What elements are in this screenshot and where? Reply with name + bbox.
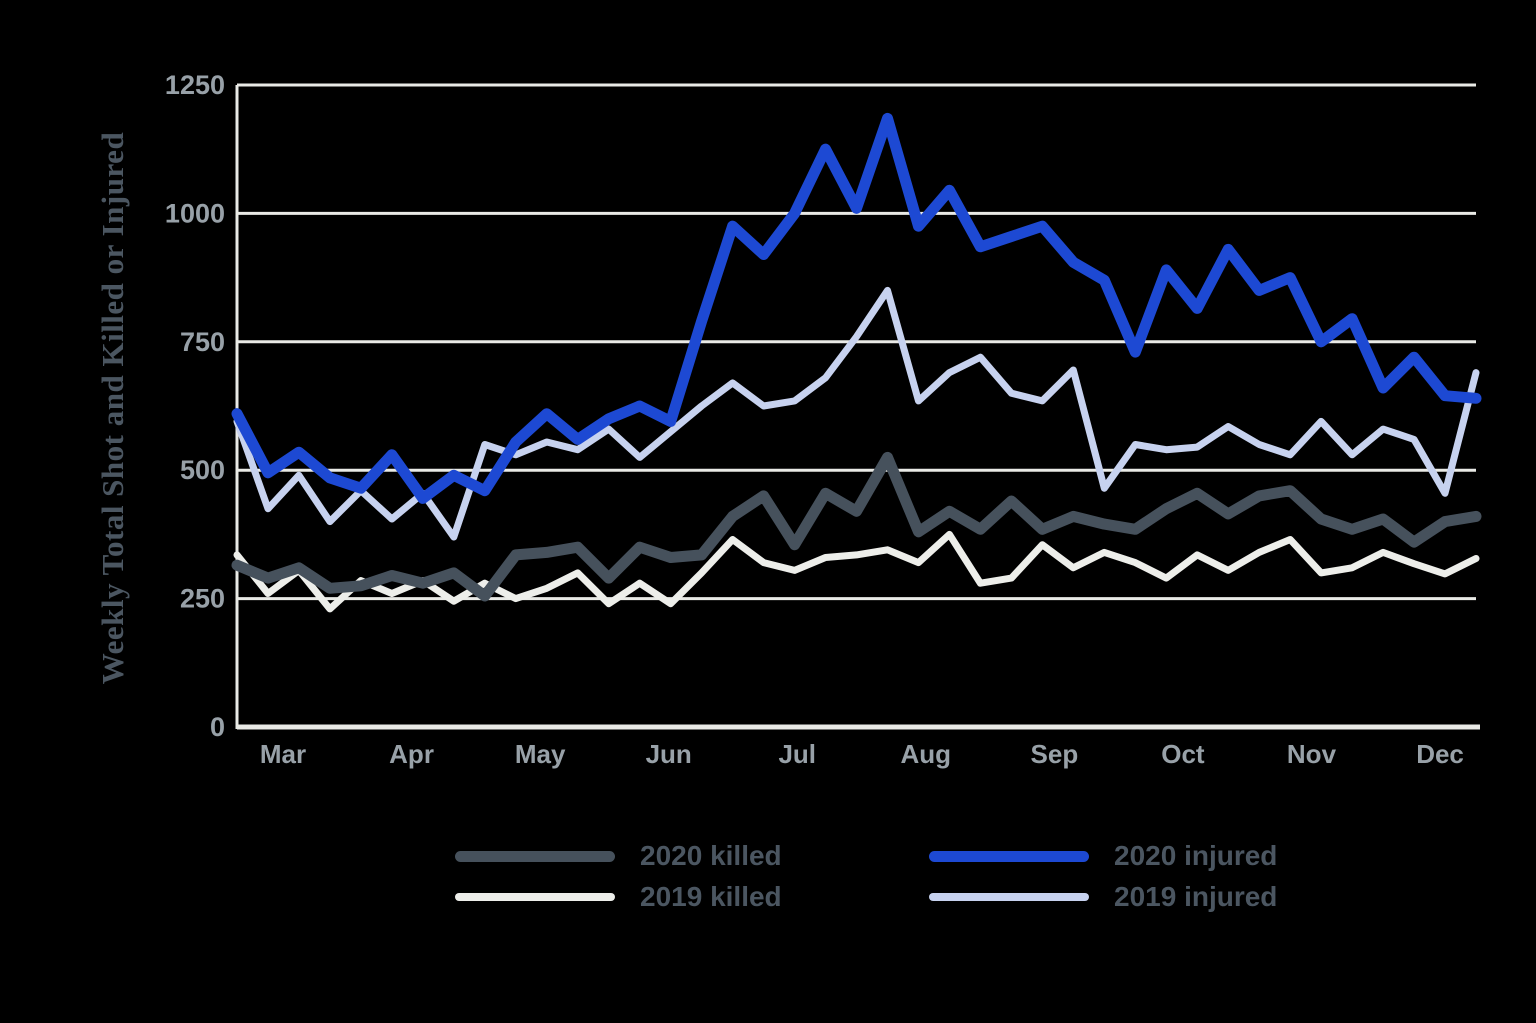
x-tick-label-Jul: Jul <box>778 739 816 769</box>
y-tick-label-0: 0 <box>210 712 225 742</box>
series-line-2019-injured <box>233 286 1480 541</box>
legend-swatch-2019-injured <box>929 893 1089 901</box>
x-tick-label-Mar: Mar <box>260 739 306 769</box>
legend-label-2019-injured: 2019 injured <box>1114 881 1278 912</box>
x-tick-label-Sep: Sep <box>1031 739 1079 769</box>
legend-label-2020-injured: 2020 injured <box>1114 840 1278 871</box>
legend: 2020 killed 2020 injured 2019 killed 201… <box>455 840 1277 913</box>
y-tick-label-250: 250 <box>180 584 225 614</box>
series-line-2019-killed <box>233 530 1480 613</box>
legend-label-2019-killed: 2019 killed <box>640 881 782 912</box>
x-tick-label-Apr: Apr <box>389 739 434 769</box>
x-tick-label-Jun: Jun <box>646 739 692 769</box>
legend-swatch-2020-killed <box>455 850 615 862</box>
legend-swatch-2020-injured <box>929 850 1089 862</box>
x-tick-label-May: May <box>515 739 566 769</box>
x-tick-label-Nov: Nov <box>1287 739 1337 769</box>
series-line-2020-injured <box>231 112 1482 504</box>
x-tick-label-Oct: Oct <box>1161 739 1205 769</box>
y-tick-label-750: 750 <box>180 327 225 357</box>
y-tick-label-1250: 1250 <box>165 70 225 100</box>
x-tick-label-Dec: Dec <box>1416 739 1464 769</box>
legend-swatch-2019-killed <box>455 893 615 901</box>
x-tick-label-Aug: Aug <box>901 739 952 769</box>
legend-label-2020-killed: 2020 killed <box>640 840 782 871</box>
y-tick-label-1000: 1000 <box>165 198 225 228</box>
y-tick-label-500: 500 <box>180 455 225 485</box>
series-line-2020-killed <box>231 451 1482 602</box>
y-axis-title: Weekly Total Shot and Killed or Injured <box>95 131 130 685</box>
